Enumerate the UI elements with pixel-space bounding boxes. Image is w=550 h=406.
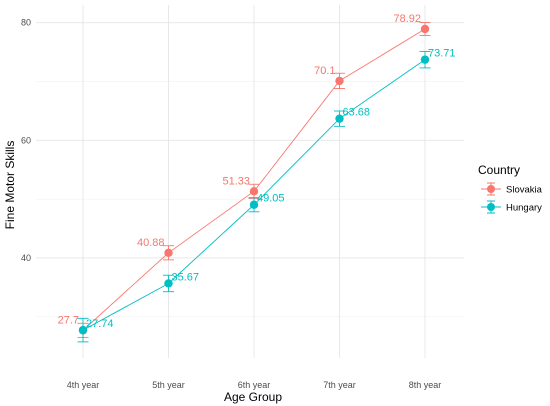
x-tick-label: 7th year [323,380,356,390]
legend-key [487,203,495,211]
legend-label: Hungary [506,203,542,214]
data-label: 35.67 [172,271,200,283]
x-tick-label: 4th year [67,380,100,390]
legend-key [487,185,495,193]
data-label: 27.74 [86,318,114,330]
series-layer [77,22,431,343]
y-axis-title: Fine Motor Skills [3,141,17,230]
data-point [335,114,344,123]
data-point [249,187,259,196]
y-tick-label: 80 [21,18,31,28]
data-label: 78.92 [393,13,421,25]
data-point [420,24,430,34]
data-point [164,248,173,258]
data-point [335,76,344,86]
data-label: 63.68 [343,107,371,119]
data-point [78,325,88,335]
x-tick-label: 6th year [238,380,271,390]
x-tick-label: 8th year [409,380,442,390]
x-axis-title: Age Group [224,390,282,404]
data-label: 70.1 [314,65,335,77]
data-point [249,200,259,209]
y-tick-label: 40 [21,253,31,263]
legend-label: Slovakia [506,185,543,196]
data-label: 27.7 [58,314,79,326]
y-tick-label: 60 [21,135,31,145]
data-label: 40.88 [137,237,165,249]
data-point [164,279,173,288]
legend: Country Slovakia Hungary [478,163,543,214]
data-labels: 27.7 40.88 51.33 70.1 78.92 27.74 35.67 49.05 63… [58,13,456,330]
data-label: 73.71 [428,48,456,60]
data-point [420,55,430,64]
grid [36,5,464,358]
y-axis-ticks: 40 60 80 [21,18,31,263]
x-axis-ticks: 4th year 5th year 6th year 7th year 8th year [67,380,442,390]
x-tick-label: 5th year [152,380,185,390]
legend-items: Slovakia Hungary [481,182,543,214]
data-label: 49.05 [257,193,285,205]
data-label: 51.33 [222,175,250,187]
legend-title: Country [478,163,520,177]
